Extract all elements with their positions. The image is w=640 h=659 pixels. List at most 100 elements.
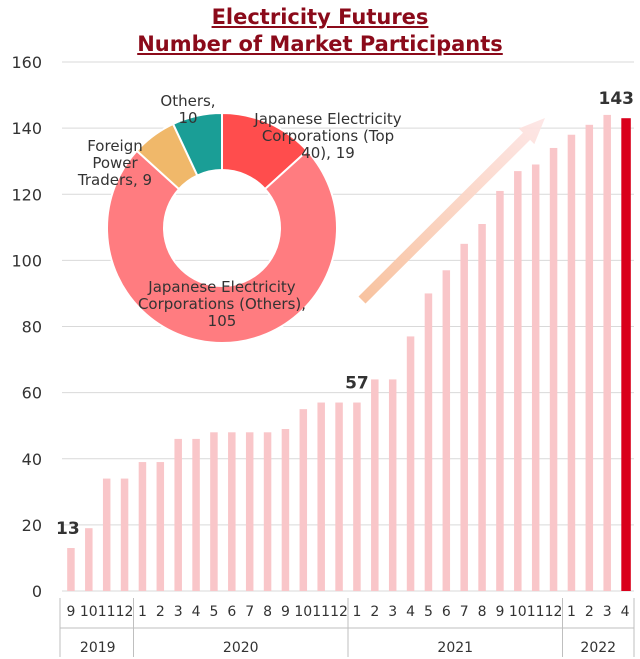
bar-1 bbox=[567, 134, 576, 592]
x-tick-label: 6 bbox=[227, 604, 236, 620]
x-tick-label: 12 bbox=[545, 604, 563, 620]
y-tick-label: 160 bbox=[11, 53, 42, 72]
bar-3 bbox=[388, 379, 397, 591]
x-tick-label: 7 bbox=[460, 604, 469, 620]
bar-10 bbox=[514, 171, 522, 591]
y-tick-label: 20 bbox=[22, 516, 42, 535]
bar-12 bbox=[120, 478, 129, 591]
y-tick-label: 80 bbox=[22, 318, 42, 337]
x-tick-label: 11 bbox=[527, 604, 545, 620]
donut-label-1: Japanese Electricity Corporations (Others… bbox=[138, 278, 306, 330]
bar-5 bbox=[210, 432, 218, 591]
bar-12 bbox=[549, 147, 558, 591]
bar-6 bbox=[228, 432, 236, 591]
bar-7 bbox=[460, 243, 468, 591]
bar-9 bbox=[281, 428, 290, 591]
bar-2 bbox=[585, 124, 594, 591]
bar-5 bbox=[424, 293, 433, 591]
donut-label-line: Power bbox=[92, 154, 138, 172]
bar-8 bbox=[478, 224, 486, 591]
donut-label-line: Traders, 9 bbox=[77, 171, 152, 189]
bar-1 bbox=[353, 402, 361, 591]
x-tick-label: 3 bbox=[388, 604, 397, 620]
bar-10 bbox=[85, 528, 93, 591]
y-tick-label: 0 bbox=[32, 582, 42, 601]
y-tick-label: 140 bbox=[11, 119, 42, 138]
trend-arrow bbox=[358, 118, 545, 304]
chart-title-line-2: Number of Market Participants bbox=[137, 32, 503, 56]
bar-9 bbox=[67, 548, 75, 591]
x-tick-label: 12 bbox=[116, 604, 134, 620]
trend-arrow-shape bbox=[358, 118, 545, 304]
year-label: 2020 bbox=[223, 640, 259, 656]
year-label: 2021 bbox=[437, 640, 473, 656]
donut-label-line: 10 bbox=[178, 109, 197, 127]
year-label: 2019 bbox=[80, 640, 116, 656]
x-tick-label: 1 bbox=[352, 604, 361, 620]
x-tick-label: 4 bbox=[192, 604, 201, 620]
x-tick-label: 7 bbox=[245, 604, 254, 620]
data-label: 57 bbox=[345, 374, 369, 394]
year-label: 2022 bbox=[580, 640, 616, 656]
donut-label-line: Corporations (Top bbox=[262, 127, 394, 145]
bar-3 bbox=[603, 114, 611, 592]
x-tick-label: 9 bbox=[281, 604, 290, 620]
bar-2 bbox=[156, 462, 165, 591]
x-tick-label: 5 bbox=[209, 604, 218, 620]
bar-6 bbox=[442, 270, 451, 591]
x-tick-label: 11 bbox=[98, 604, 116, 620]
x-tick-label: 2 bbox=[156, 604, 165, 620]
donut-label-line: 105 bbox=[208, 312, 237, 330]
x-tick-label: 2 bbox=[370, 604, 379, 620]
bar-8 bbox=[263, 432, 272, 591]
data-label: 13 bbox=[56, 519, 80, 539]
donut-label-line: Corporations (Others), bbox=[138, 295, 306, 313]
x-tick-label: 3 bbox=[603, 604, 612, 620]
bars-layer bbox=[67, 114, 631, 592]
x-tick-label: 9 bbox=[66, 604, 75, 620]
x-tick-label: 10 bbox=[509, 604, 527, 620]
x-tick-label: 4 bbox=[406, 604, 415, 620]
bar-4 bbox=[621, 118, 631, 592]
x-tick-label: 8 bbox=[263, 604, 272, 620]
y-tick-label: 40 bbox=[22, 450, 42, 469]
data-label: 143 bbox=[599, 89, 635, 109]
bar-3 bbox=[174, 438, 182, 591]
donut-label-line: Others, bbox=[160, 92, 215, 110]
x-tick-label: 8 bbox=[478, 604, 487, 620]
x-tick-label: 2 bbox=[585, 604, 594, 620]
bar-11 bbox=[531, 164, 540, 591]
bar-1 bbox=[138, 462, 147, 591]
bar-2 bbox=[371, 379, 379, 591]
bar-12 bbox=[335, 402, 343, 591]
bar-7 bbox=[245, 432, 254, 591]
bar-4 bbox=[406, 336, 415, 591]
x-tick-label: 5 bbox=[424, 604, 433, 620]
x-tick-label: 3 bbox=[174, 604, 183, 620]
donut-label-2: Foreign Power Traders, 9 bbox=[77, 137, 152, 189]
bar-10 bbox=[299, 409, 308, 591]
bar-11 bbox=[317, 402, 325, 591]
donut-label-0: Japanese Electricity Corporations (Top 40)… bbox=[253, 110, 402, 162]
bar-9 bbox=[496, 190, 504, 591]
x-tick-label: 4 bbox=[621, 604, 630, 620]
x-tick-label: 12 bbox=[330, 604, 348, 620]
y-tick-label: 120 bbox=[11, 185, 42, 204]
donut-chart: Japanese Electricity Corporations (Top 40)… bbox=[77, 92, 402, 344]
x-tick-label: 11 bbox=[312, 604, 330, 620]
y-tick-label: 60 bbox=[22, 384, 42, 403]
donut-slice-1 bbox=[106, 149, 338, 344]
donut-slice-3 bbox=[171, 111, 223, 177]
x-tick-label: 6 bbox=[442, 604, 451, 620]
bar-11 bbox=[102, 478, 111, 591]
donut-label-line: 40), 19 bbox=[301, 144, 355, 162]
chart-title-line-1: Electricity Futures bbox=[211, 5, 429, 29]
bar-4 bbox=[192, 438, 200, 591]
donut-label-3: Others, 10 bbox=[160, 92, 215, 127]
x-tick-label: 9 bbox=[495, 604, 504, 620]
y-tick-label: 100 bbox=[11, 251, 42, 270]
donut-label-line: Foreign bbox=[87, 137, 143, 155]
